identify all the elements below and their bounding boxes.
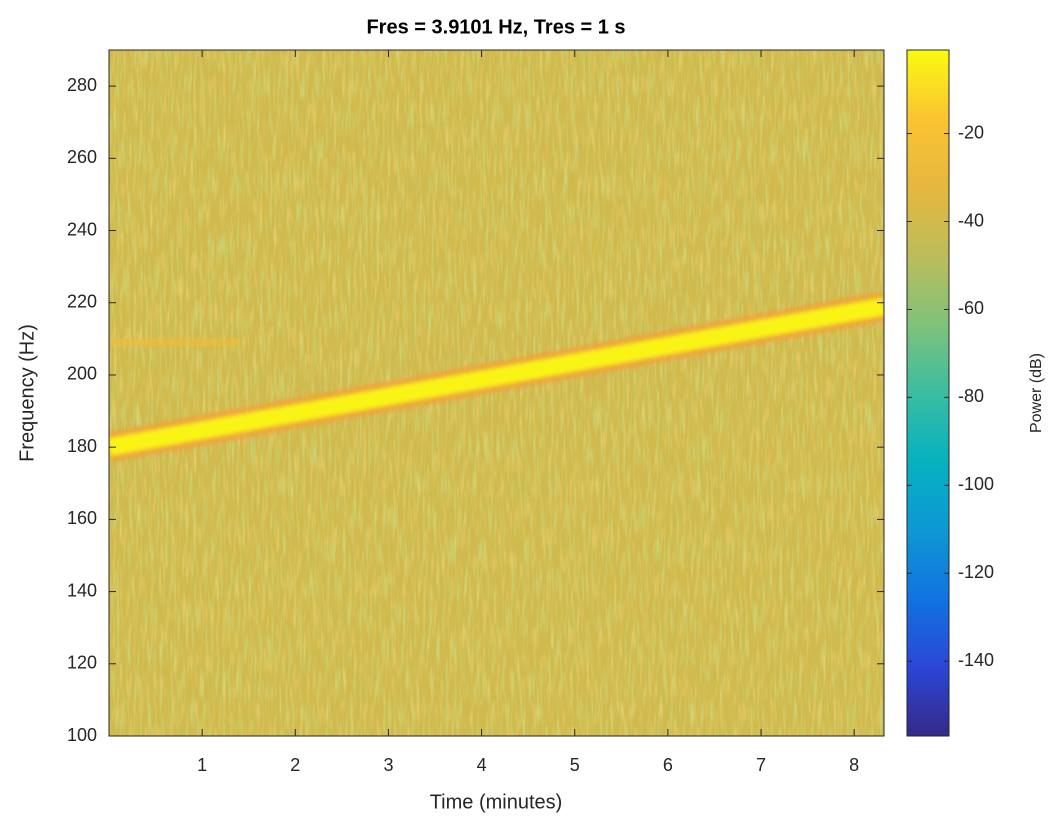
y-tick-label: 200 bbox=[67, 364, 97, 384]
noise-texture bbox=[109, 50, 884, 736]
y-tick-label: 260 bbox=[67, 147, 97, 167]
chart-title: Fres = 3.9101 Hz, Tres = 1 s bbox=[366, 16, 625, 38]
x-tick-label: 6 bbox=[663, 755, 673, 775]
colorbar-tick-label: -60 bbox=[958, 298, 984, 318]
x-tick-label: 2 bbox=[290, 755, 300, 775]
x-tick-label: 3 bbox=[383, 755, 393, 775]
plot-area bbox=[109, 50, 884, 736]
y-tick-label: 240 bbox=[67, 219, 97, 239]
x-tick-label: 1 bbox=[197, 755, 207, 775]
y-tick-label: 280 bbox=[67, 75, 97, 95]
track bbox=[109, 297, 884, 457]
colorbar-tick-label: -40 bbox=[958, 210, 984, 230]
x-tick-label: 4 bbox=[477, 755, 487, 775]
colorbar-tick-label: -80 bbox=[958, 386, 984, 406]
colorbar-tick-label: -20 bbox=[958, 122, 984, 142]
x-axis-label: Time (minutes) bbox=[430, 791, 563, 813]
colorbar bbox=[906, 49, 950, 737]
y-tick-label: 100 bbox=[67, 725, 97, 745]
y-tick-label: 140 bbox=[67, 580, 97, 600]
y-tick-label: 180 bbox=[67, 436, 97, 456]
colorbar-tick-label: -120 bbox=[958, 562, 994, 582]
x-tick-label: 5 bbox=[570, 755, 580, 775]
x-tick-label: 8 bbox=[849, 755, 859, 775]
y-axis-label: Frequency (Hz) bbox=[16, 324, 38, 462]
y-tick-label: 120 bbox=[67, 653, 97, 673]
y-tick-label: 220 bbox=[67, 291, 97, 311]
y-tick-label: 160 bbox=[67, 508, 97, 528]
colorbar-tick-label: -140 bbox=[958, 650, 994, 670]
x-tick-label: 7 bbox=[756, 755, 766, 775]
axes-box bbox=[108, 49, 885, 737]
colorbar-tick-label: -100 bbox=[958, 474, 994, 494]
colorbar-label: Power (dB) bbox=[1028, 353, 1045, 433]
